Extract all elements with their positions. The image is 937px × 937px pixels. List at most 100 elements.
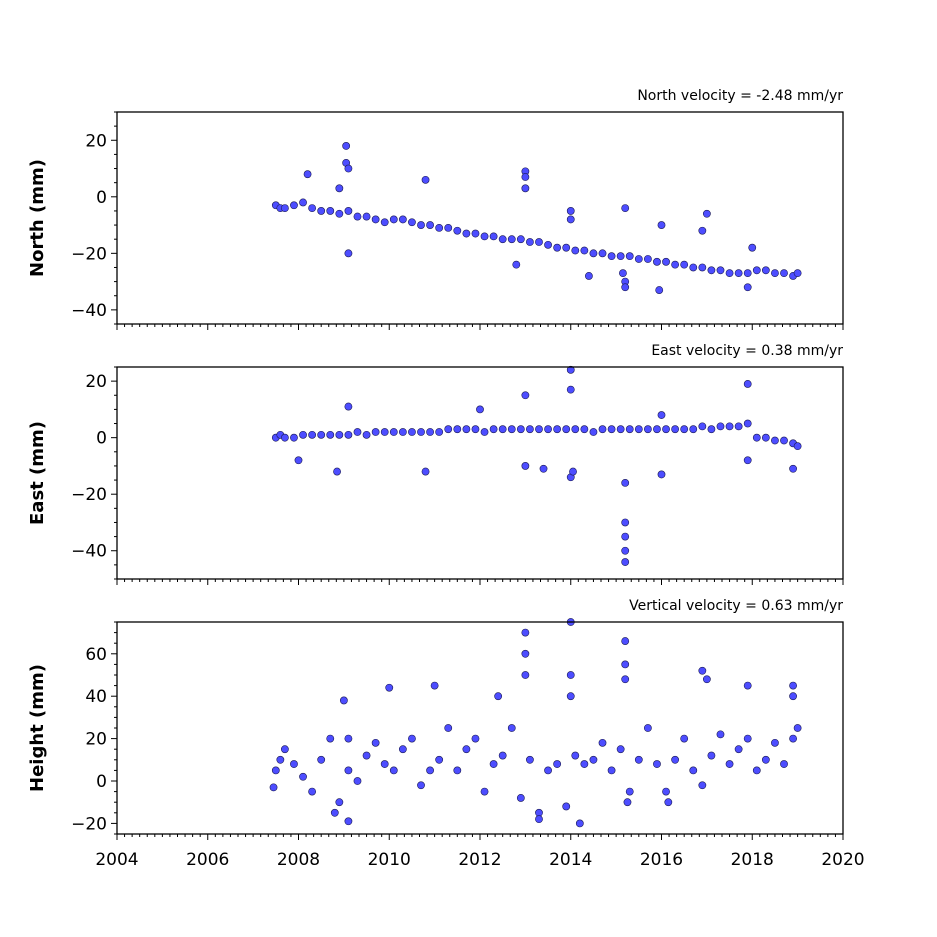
height-data-point <box>562 802 571 811</box>
north-data-point <box>625 252 634 261</box>
height-data-point <box>664 798 673 807</box>
north-data-point <box>299 198 307 207</box>
height-data-point <box>743 681 752 690</box>
height-data-point <box>471 734 480 743</box>
north-data-point <box>544 240 552 249</box>
height-y-tick-label: −20 <box>71 814 107 834</box>
north-data-point <box>566 215 575 224</box>
height-data-point <box>498 751 507 760</box>
east-data-point <box>598 425 607 434</box>
north-data-point <box>655 286 664 294</box>
height-data-point <box>480 787 489 796</box>
east-data-point <box>780 436 788 445</box>
north-data-point <box>380 218 389 227</box>
east-data-point <box>643 425 652 434</box>
height-data-point <box>743 734 752 743</box>
east-data-point <box>653 425 661 434</box>
east-data-point <box>371 428 380 436</box>
north-data-point <box>662 257 670 266</box>
east-data-point <box>725 422 734 431</box>
north-data-point <box>571 246 580 255</box>
east-data-point <box>290 433 298 442</box>
north-data-point <box>607 252 616 261</box>
north-data-point <box>589 249 598 258</box>
east-data-point <box>589 428 598 436</box>
north-y-tick-label: −20 <box>71 244 107 264</box>
east-y-tick-label: −40 <box>71 542 107 562</box>
height-data-point <box>566 692 575 701</box>
height-data-point <box>462 745 471 754</box>
north-data-point <box>512 260 521 269</box>
height-data-point <box>453 766 462 775</box>
east-data-point <box>743 380 752 388</box>
east-y-tick-label: 20 <box>85 372 107 392</box>
height-data-point <box>276 755 285 764</box>
x-tick-label: 2010 <box>368 850 411 870</box>
height-data-point <box>621 675 630 684</box>
north-data-point <box>444 223 453 232</box>
north-data-point <box>435 223 444 232</box>
height-y-tick-label: 40 <box>85 687 107 707</box>
east-data-point <box>539 464 548 473</box>
north-y-tick-label: 20 <box>85 131 107 151</box>
north-data-point <box>462 229 471 238</box>
height-y-tick-label: 20 <box>85 730 107 750</box>
east-data-point <box>435 428 444 436</box>
east-data-point <box>326 430 335 439</box>
height-data-point <box>623 798 632 807</box>
north-data-point <box>335 184 344 193</box>
north-data-point <box>653 257 661 266</box>
north-data-point <box>516 235 525 244</box>
east-data-point <box>789 464 797 473</box>
height-data-point <box>516 794 525 802</box>
east-data-point <box>507 425 516 434</box>
height-data-point <box>507 724 516 732</box>
height-data-point <box>616 745 625 754</box>
north-data-point <box>335 209 344 218</box>
north-data-point <box>303 170 312 179</box>
east-data-point <box>566 365 575 374</box>
north-data-point <box>743 269 752 278</box>
north-data-point <box>342 142 351 150</box>
height-data-point <box>771 738 779 747</box>
east-data-point <box>625 425 634 434</box>
north-data-point <box>725 269 734 278</box>
height-x-ticks: 2004 2006 2008 2010 2012 2014 2016 2018 2020 <box>95 834 865 870</box>
north-y-ticks: −40 −20 0 20 <box>71 111 117 325</box>
east-data-point <box>607 425 616 434</box>
north-data-point <box>634 255 643 263</box>
east-data-point <box>657 411 666 419</box>
height-data-point <box>269 783 278 792</box>
height-data-point <box>299 772 307 781</box>
height-data-point <box>761 755 770 764</box>
east-data-point <box>771 436 779 445</box>
east-data-point <box>734 422 743 431</box>
north-data-point <box>761 266 770 275</box>
height-data-point <box>789 734 797 743</box>
height-data-point <box>494 692 503 701</box>
height-data-point <box>290 760 298 768</box>
north-data-point <box>562 243 571 252</box>
north-data-point <box>507 235 516 244</box>
east-data-point <box>333 467 341 476</box>
height-data-point <box>317 755 326 764</box>
height-data-point <box>789 681 797 690</box>
north-data-point <box>707 266 716 275</box>
east-data-point <box>408 428 416 436</box>
east-data-point <box>743 419 752 428</box>
height-data-point <box>544 766 552 775</box>
east-data-point <box>657 470 666 479</box>
height-data-point <box>707 751 716 760</box>
height-data-point <box>589 755 598 764</box>
height-data-point <box>335 798 344 807</box>
east-data-point <box>752 433 761 442</box>
height-data-point <box>653 760 661 768</box>
height-data-point <box>408 734 416 743</box>
east-data-point <box>380 428 389 436</box>
north-data-point <box>398 215 407 224</box>
east-data-point <box>680 425 689 434</box>
east-data-point <box>743 456 752 465</box>
north-data-point <box>417 221 425 229</box>
east-data-point <box>526 425 534 434</box>
north-data-point <box>698 263 707 272</box>
